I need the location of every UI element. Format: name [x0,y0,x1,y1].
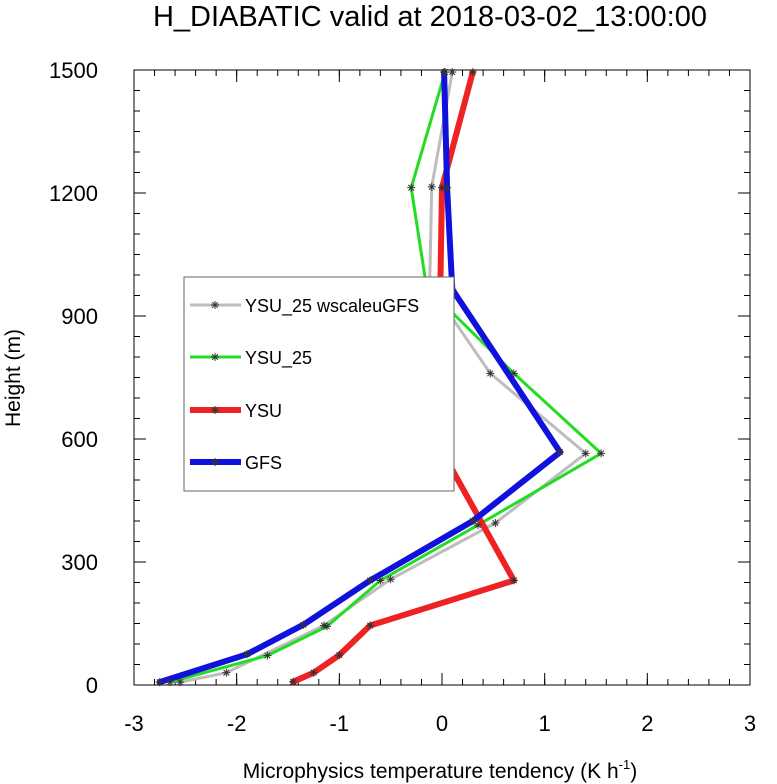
series-line [168,70,603,684]
plot-area [133,68,751,687]
x-tick-label: -3 [124,711,144,736]
y-tick-label: 300 [61,550,98,575]
legend-label: YSU_25 wscaleuGFS [245,296,419,317]
x-axis-label-main: Microphysics temperature tendency (K h [243,760,619,783]
y-tick-label: 0 [86,673,98,698]
legend-box [183,276,455,492]
x-axis-label-superscript: -1 [619,757,631,772]
x-tick-label: 0 [436,711,448,736]
legend: YSU_25 wscaleuGFS YSU_25 YSU GFS [183,276,455,492]
x-axis-label-close: ) [630,760,637,783]
legend-label: YSU_25 [245,348,312,369]
x-tick-label: 3 [744,711,756,736]
legend-label: GFS [245,453,282,473]
x-tick-label: 1 [539,711,551,736]
y-tick-labels: 0 300 600 900 1200 1500 [49,58,98,698]
legend-items: YSU_25 wscaleuGFS YSU_25 YSU GFS [190,296,419,473]
legend-label: YSU [245,401,282,421]
y-tick-label: 1200 [49,181,98,206]
y-tick-label: 600 [61,427,98,452]
x-tick-labels: -3 -2 -1 0 1 2 3 [124,711,756,736]
x-tick-label: 2 [641,711,653,736]
chart-title: H_DIABATIC valid at 2018-03-02_13:00:00 [153,1,707,33]
y-tick-label: 900 [61,304,98,329]
x-axis-label: Microphysics temperature tendency (K h-1… [243,757,637,783]
x-tick-label: -2 [227,711,247,736]
y-tick-label: 1500 [49,58,98,83]
y-axis-label: Height (m) [2,329,25,427]
x-tick-label: -1 [330,711,350,736]
